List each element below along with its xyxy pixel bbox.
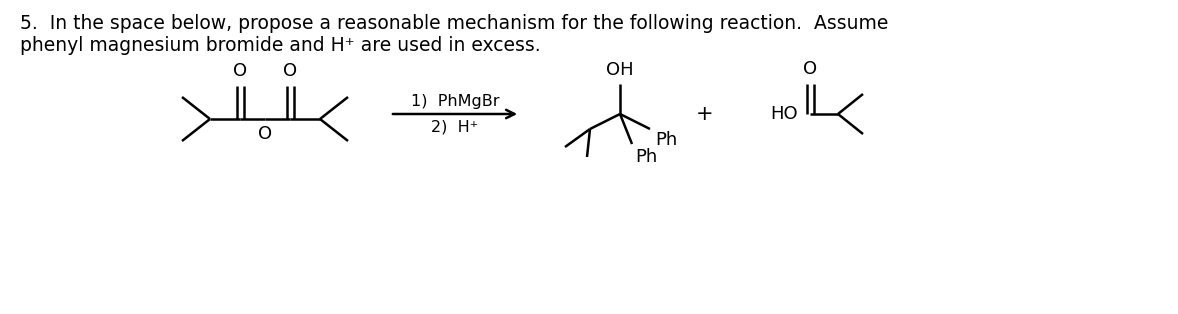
Text: Ph: Ph (655, 131, 677, 149)
Text: 1)  PhMgBr: 1) PhMgBr (411, 94, 499, 109)
Text: O: O (233, 62, 247, 80)
Text: O: O (258, 125, 272, 143)
Text: 5.  In the space below, propose a reasonable mechanism for the following reactio: 5. In the space below, propose a reasona… (20, 14, 888, 33)
Text: Ph: Ph (635, 148, 657, 166)
Text: phenyl magnesium bromide and H⁺ are used in excess.: phenyl magnesium bromide and H⁺ are used… (20, 36, 541, 55)
Text: OH: OH (607, 61, 634, 79)
Text: HO: HO (770, 105, 798, 123)
Text: +: + (696, 104, 714, 124)
Text: O: O (283, 62, 297, 80)
Text: O: O (803, 60, 818, 78)
Text: 2)  H⁺: 2) H⁺ (431, 119, 478, 134)
